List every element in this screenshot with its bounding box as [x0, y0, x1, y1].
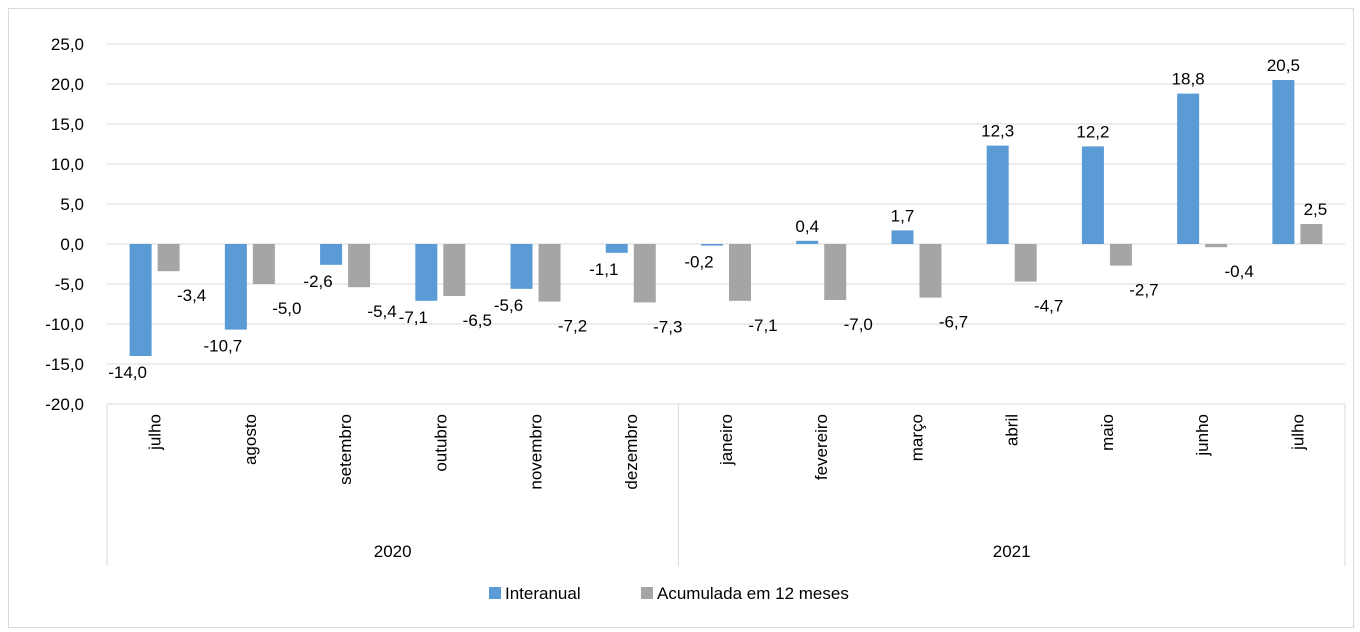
data-label: -14,0 — [108, 363, 147, 382]
data-label: -10,7 — [203, 337, 242, 356]
bar-acumulada — [824, 244, 847, 300]
axes: -20,0 -15,0 -10,0 -5,0 0,0 5,0 10,0 15,0 20,0 25,… — [45, 35, 1346, 566]
x-tick-label: novembro — [527, 414, 546, 490]
bar-acumulada — [157, 244, 180, 272]
data-label: -0,4 — [1225, 262, 1254, 281]
bar-acumulada — [919, 244, 942, 298]
bar-interanual — [1177, 93, 1200, 244]
bar-acumulada — [348, 244, 371, 288]
bars — [129, 80, 1323, 356]
x-tick-label: agosto — [241, 414, 260, 465]
data-label: -7,1 — [399, 308, 428, 327]
data-label: -2,7 — [1129, 281, 1158, 300]
bar-acumulada — [443, 244, 466, 296]
bar-interanual — [986, 145, 1009, 244]
bar-interanual — [224, 244, 247, 330]
data-label: -5,0 — [272, 299, 301, 318]
x-tick-label: janeiro — [717, 414, 736, 466]
data-label: -3,4 — [177, 286, 206, 305]
y-tick-label: -20,0 — [45, 395, 84, 414]
bar-acumulada — [1300, 224, 1323, 244]
gridlines — [107, 43, 1345, 405]
bar-interanual — [320, 244, 343, 265]
x-tick-label: maio — [1098, 414, 1117, 451]
data-label: 12,3 — [981, 122, 1014, 141]
legend-label: Interanual — [505, 584, 581, 603]
y-tick-label: -15,0 — [45, 355, 84, 374]
y-tick-label: 15,0 — [51, 115, 84, 134]
data-label: -7,0 — [844, 315, 873, 334]
data-label: 18,8 — [1172, 70, 1205, 89]
group-label: 2021 — [993, 542, 1031, 561]
bar-acumulada — [633, 244, 656, 303]
data-label: 1,7 — [891, 206, 915, 225]
data-labels: -14,0 -10,7 -2,6 -7,1 -5,6 -1,1 -0,2 0,4 1,7 12,3… — [108, 56, 1327, 382]
bar-interanual — [796, 240, 819, 244]
legend-swatch — [489, 587, 501, 599]
bar-interanual — [1081, 146, 1104, 244]
data-label: -5,4 — [367, 302, 396, 321]
data-label: -7,3 — [653, 317, 682, 336]
data-label: -2,6 — [303, 272, 332, 291]
bar-interanual — [129, 244, 152, 356]
data-label: -1,1 — [589, 260, 618, 279]
x-tick-label: julho — [146, 414, 165, 451]
bar-acumulada — [1014, 244, 1037, 282]
x-tick-label: março — [907, 414, 926, 461]
data-label: -7,2 — [558, 317, 587, 336]
y-tick-label: 20,0 — [51, 75, 84, 94]
data-label: -6,7 — [939, 313, 968, 332]
x-tick-label: fevereiro — [812, 414, 831, 480]
bar-interanual — [510, 244, 533, 289]
bar-interanual — [605, 244, 628, 253]
bar-acumulada — [729, 244, 751, 301]
bar-interanual — [1272, 80, 1295, 244]
data-label: 2,5 — [1304, 200, 1328, 219]
bar-interanual — [415, 244, 438, 301]
bar-acumulada — [1205, 244, 1228, 248]
bar-acumulada — [1109, 244, 1132, 266]
legend-swatch — [641, 587, 653, 599]
y-tick-label: 25,0 — [51, 35, 84, 54]
y-tick-label: 5,0 — [60, 195, 84, 214]
data-label: -6,5 — [463, 311, 492, 330]
data-label: 0,4 — [795, 217, 819, 236]
y-tick-label: -10,0 — [45, 315, 84, 334]
y-tick-label: -5,0 — [55, 275, 84, 294]
y-tick-label: 0,0 — [60, 235, 84, 254]
data-label: -7,1 — [748, 316, 777, 335]
x-tick-label: abril — [1003, 414, 1022, 446]
data-label: -5,6 — [494, 296, 523, 315]
data-label: -4,7 — [1034, 297, 1063, 316]
legend-label: Acumulada em 12 meses — [657, 584, 849, 603]
bar-interanual — [891, 230, 914, 244]
legend: Interanual Acumulada em 12 meses — [489, 584, 849, 603]
bar-interanual — [701, 244, 723, 246]
data-label: 12,2 — [1076, 122, 1109, 141]
x-tick-label: dezembro — [622, 414, 641, 490]
bar-acumulada — [252, 244, 275, 284]
x-tick-label: setembro — [336, 414, 355, 485]
bar-acumulada — [538, 244, 561, 302]
group-label: 2020 — [374, 542, 412, 561]
data-label: 20,5 — [1267, 56, 1300, 75]
y-tick-label: 10,0 — [51, 155, 84, 174]
x-tick-label: outubro — [431, 414, 450, 472]
x-tick-label: junho — [1193, 414, 1212, 457]
x-tick-label: julho — [1288, 414, 1307, 451]
data-label: -0,2 — [684, 253, 713, 272]
